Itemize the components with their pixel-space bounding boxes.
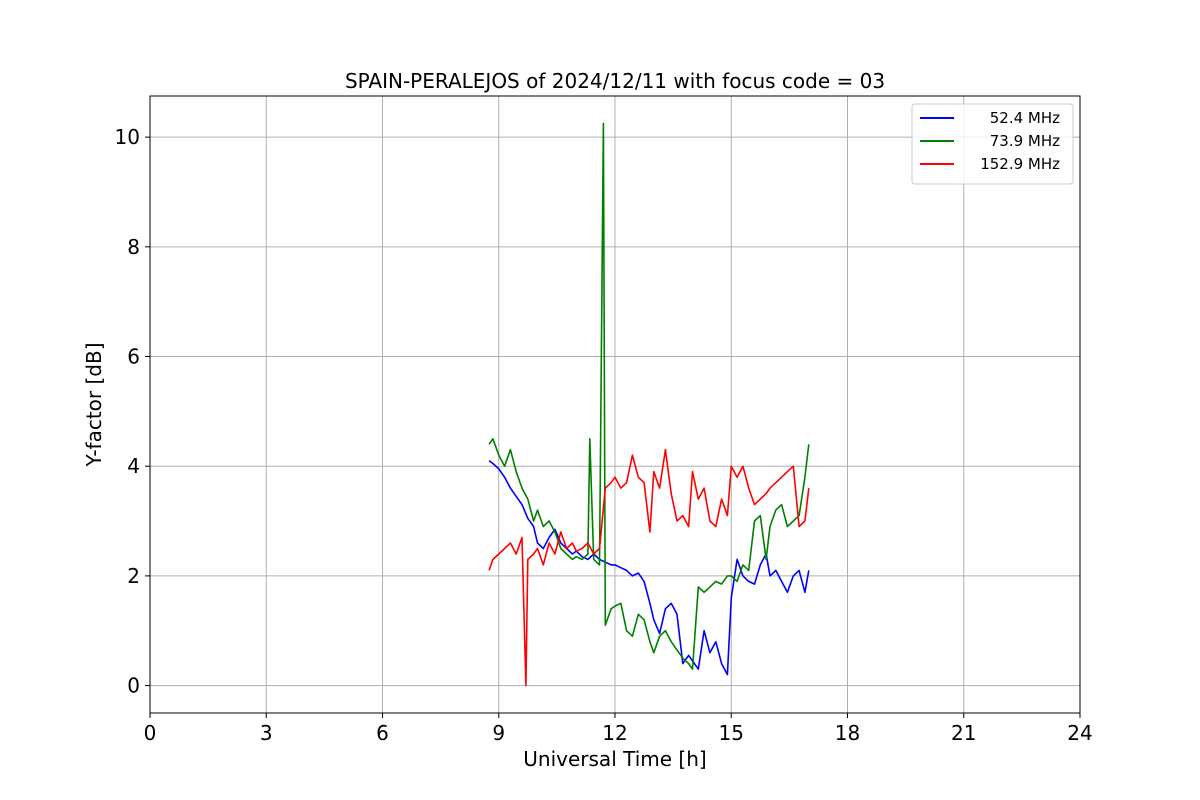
- grid: [149, 96, 1081, 713]
- x-tick-label: 9: [492, 721, 505, 745]
- x-tick-label: 12: [602, 721, 627, 745]
- legend-entry-label: 152.9 MHz: [980, 155, 1060, 173]
- y-tick-label: 4: [127, 454, 140, 478]
- legend-entry-label: 73.9 MHz: [990, 132, 1060, 150]
- x-tick-label: 21: [951, 721, 976, 745]
- series-line-2: [488, 122, 810, 670]
- y-axis-label: Y-factor [dB]: [82, 342, 106, 467]
- series-line-1: [488, 460, 810, 676]
- series-line-3: [488, 448, 810, 687]
- series-group: [488, 122, 810, 687]
- y-tick-label: 2: [127, 564, 140, 588]
- x-tick-label: 24: [1067, 721, 1092, 745]
- legend-entry-label: 52.4 MHz: [990, 109, 1060, 127]
- y-tick-label: 6: [127, 345, 140, 369]
- legend: 52.4 MHz 73.9 MHz 152.9 MHz: [911, 103, 1074, 185]
- chart-title: SPAIN-PERALEJOS of 2024/12/11 with focus…: [345, 69, 885, 93]
- y-tick-label: 8: [127, 235, 140, 259]
- x-tick-label: 6: [376, 721, 389, 745]
- x-axis-label: Universal Time [h]: [523, 747, 706, 771]
- x-tick-label: 18: [835, 721, 860, 745]
- x-tick-label: 0: [144, 721, 157, 745]
- y-tick-label: 0: [127, 674, 140, 698]
- x-tick-label: 3: [260, 721, 273, 745]
- x-tick-label: 15: [719, 721, 744, 745]
- y-tick-label: 10: [115, 125, 140, 149]
